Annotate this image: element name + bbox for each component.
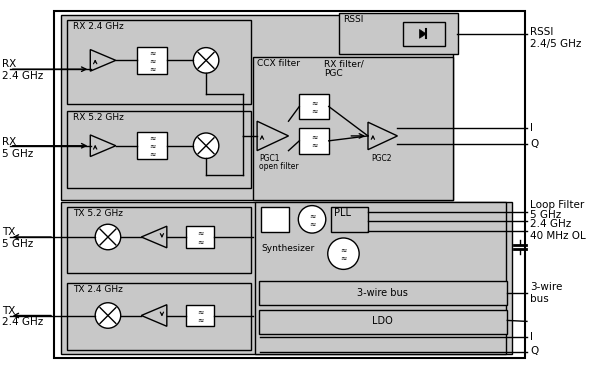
Bar [339, 13, 458, 55]
Text: Q: Q [530, 139, 538, 149]
Circle shape [193, 48, 219, 73]
Text: 40 MHz OL: 40 MHz OL [530, 231, 586, 241]
Polygon shape [420, 30, 426, 38]
Text: RX 2.4 GHz: RX 2.4 GHz [73, 22, 123, 31]
Text: PGC1: PGC1 [259, 154, 280, 163]
Text: ≈
≈
≈: ≈ ≈ ≈ [149, 134, 156, 158]
Text: CCX filter: CCX filter [257, 59, 300, 68]
Text: ≈
≈: ≈ ≈ [311, 132, 317, 149]
Text: I: I [530, 123, 533, 133]
Text: RX filter/: RX filter/ [324, 59, 364, 68]
Circle shape [193, 133, 219, 159]
Polygon shape [368, 122, 398, 150]
Bar [138, 46, 167, 74]
Text: ≈
≈: ≈ ≈ [197, 228, 203, 246]
Bar [299, 128, 329, 154]
Text: open filter: open filter [259, 162, 299, 172]
Text: LDO: LDO [372, 316, 393, 327]
Bar [261, 207, 288, 232]
Bar [259, 310, 507, 334]
Text: TX
2.4 GHz: TX 2.4 GHz [2, 306, 44, 327]
Text: PLL: PLL [334, 208, 350, 218]
Text: RX
2.4 GHz: RX 2.4 GHz [2, 59, 44, 81]
Text: PGC: PGC [324, 69, 343, 78]
Text: 3-wire bus: 3-wire bus [357, 288, 408, 298]
Circle shape [299, 206, 326, 233]
Text: 3-wire
bus: 3-wire bus [530, 282, 562, 304]
Text: RX 5.2 GHz: RX 5.2 GHz [73, 113, 123, 123]
Bar [299, 94, 329, 119]
Text: 5 GHz: 5 GHz [530, 210, 561, 220]
Bar [61, 15, 454, 200]
Text: I: I [530, 332, 533, 342]
Text: RSSI
2.4/5 GHz: RSSI 2.4/5 GHz [530, 27, 581, 49]
Bar [67, 207, 252, 273]
Text: 2.4 GHz: 2.4 GHz [530, 219, 571, 230]
Bar [187, 305, 214, 326]
Text: ≈
≈: ≈ ≈ [309, 211, 315, 228]
Polygon shape [90, 135, 116, 156]
Text: ≈
≈: ≈ ≈ [311, 98, 317, 115]
Bar [331, 207, 368, 232]
Text: TX
5 GHz: TX 5 GHz [2, 227, 33, 249]
Text: Synthesizer: Synthesizer [261, 244, 314, 253]
Bar [259, 281, 507, 305]
Bar [253, 58, 454, 200]
Polygon shape [90, 49, 116, 71]
Text: Loop Filter: Loop Filter [530, 200, 584, 210]
Bar [138, 132, 167, 159]
Bar [67, 20, 252, 104]
Bar [67, 111, 252, 188]
Text: ≈
≈: ≈ ≈ [197, 307, 203, 324]
Bar [67, 283, 252, 350]
Text: TX 2.4 GHz: TX 2.4 GHz [73, 285, 123, 294]
Text: ≈
≈: ≈ ≈ [340, 245, 347, 262]
Bar [54, 11, 525, 358]
Circle shape [95, 303, 121, 328]
Polygon shape [141, 226, 167, 248]
Text: RX
5 GHz: RX 5 GHz [2, 137, 33, 159]
Text: ≈
≈
≈: ≈ ≈ ≈ [149, 48, 156, 73]
Text: RSSI: RSSI [343, 15, 364, 24]
Text: PGC2: PGC2 [371, 154, 392, 163]
Bar [61, 202, 512, 354]
Polygon shape [141, 305, 167, 326]
Text: Q: Q [530, 346, 538, 356]
Bar [255, 202, 507, 354]
Circle shape [328, 238, 359, 269]
Text: TX 5.2 GHz: TX 5.2 GHz [73, 208, 123, 218]
Bar [187, 226, 214, 248]
Bar [403, 22, 445, 46]
Circle shape [95, 224, 121, 250]
Polygon shape [257, 121, 288, 151]
